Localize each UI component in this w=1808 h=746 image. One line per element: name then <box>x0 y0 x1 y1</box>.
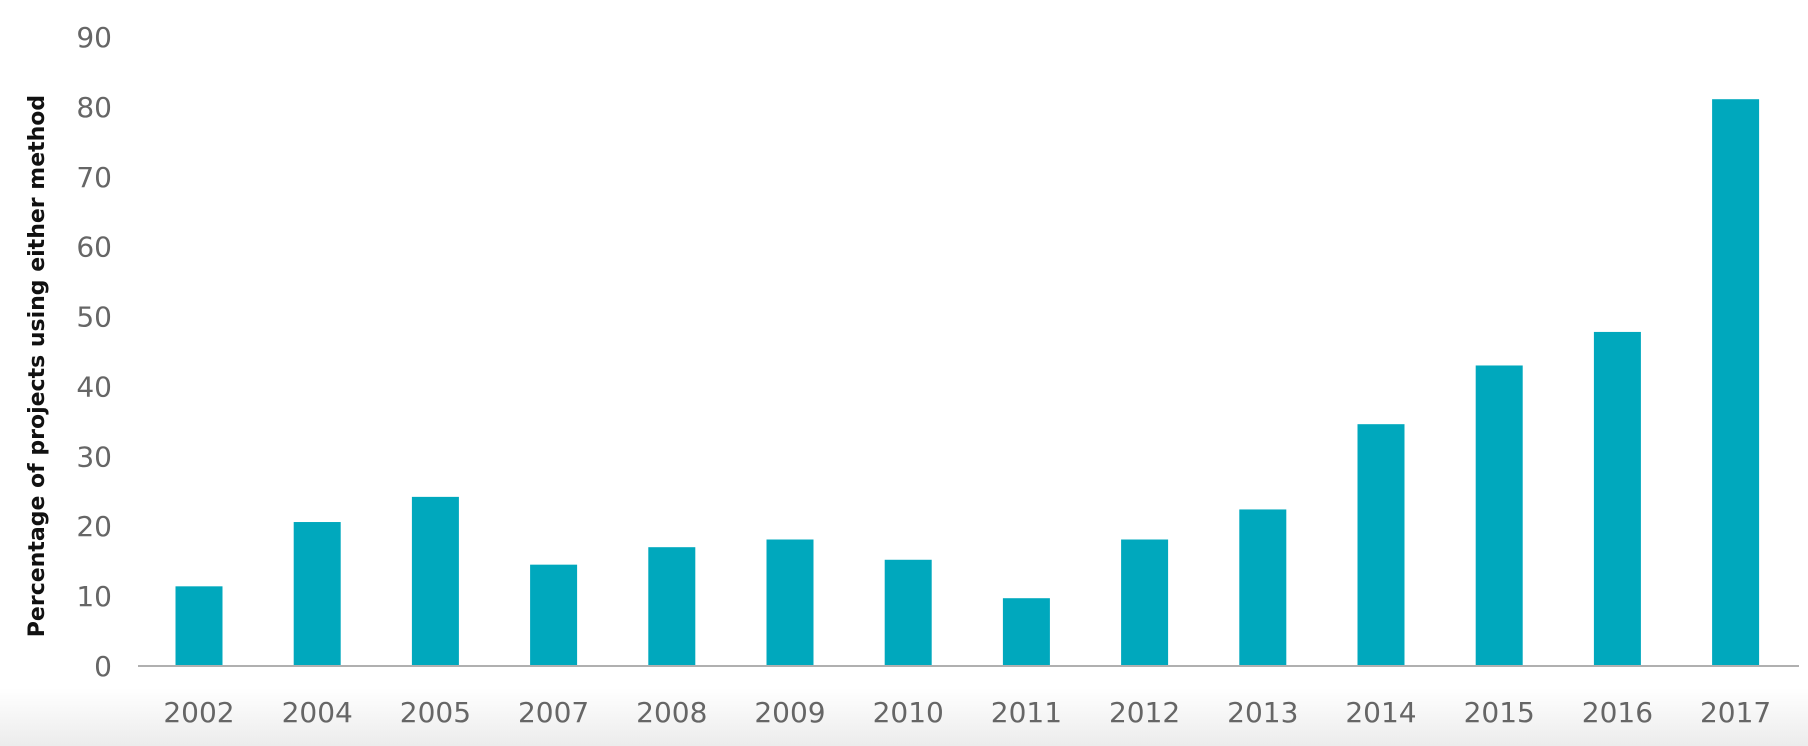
y-axis-ticks: 0 10 20 30 40 50 60 70 80 90 <box>76 21 112 683</box>
bar-2004 <box>293 522 341 666</box>
y-tick-label: 80 <box>76 91 112 124</box>
x-tick-label: 2009 <box>754 696 825 729</box>
bottom-band <box>0 688 1808 746</box>
x-tick-label: 2014 <box>1345 696 1416 729</box>
y-axis-title: Percentage of projects using either meth… <box>25 95 50 637</box>
bar-2005 <box>411 496 459 666</box>
x-tick-label: 2015 <box>1464 696 1535 729</box>
bar-2008 <box>648 547 696 666</box>
y-tick-label: 30 <box>76 440 112 473</box>
x-tick-label: 2012 <box>1109 696 1180 729</box>
y-tick-label: 70 <box>76 161 112 194</box>
bar-2017 <box>1712 99 1760 666</box>
x-tick-label: 2011 <box>991 696 1062 729</box>
bar-2013 <box>1239 509 1287 666</box>
x-tick-label: 2007 <box>518 696 589 729</box>
bar-2009 <box>766 539 814 666</box>
bar-2016 <box>1593 331 1641 666</box>
x-tick-label: 2010 <box>873 696 944 729</box>
bar-2011 <box>1002 598 1050 666</box>
x-tick-label: 2013 <box>1227 696 1298 729</box>
x-tick-label: 2017 <box>1700 696 1771 729</box>
x-tick-label: 2004 <box>282 696 353 729</box>
bar-2012 <box>1121 539 1169 666</box>
bars <box>175 99 1760 666</box>
x-axis-ticks: 2002 2004 2005 2007 2008 2009 2010 2011 2012 2013… <box>163 696 1771 729</box>
x-tick-label: 2005 <box>400 696 471 729</box>
y-tick-label: 40 <box>76 370 112 403</box>
bar-2007 <box>530 564 578 666</box>
y-tick-label: 60 <box>76 231 112 264</box>
y-tick-label: 0 <box>94 650 112 683</box>
y-tick-label: 10 <box>76 580 112 613</box>
bar-2014 <box>1357 424 1405 666</box>
y-tick-label: 50 <box>76 301 112 334</box>
x-tick-label: 2016 <box>1582 696 1653 729</box>
y-tick-label: 20 <box>76 510 112 543</box>
bar-2015 <box>1475 365 1523 666</box>
bar-2010 <box>884 559 932 666</box>
x-tick-label: 2002 <box>163 696 234 729</box>
bar-2002 <box>175 586 223 666</box>
y-tick-label: 90 <box>76 21 112 54</box>
x-tick-label: 2008 <box>636 696 707 729</box>
